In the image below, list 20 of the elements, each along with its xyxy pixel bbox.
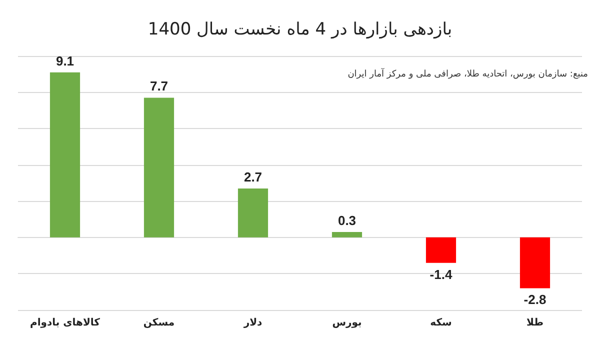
data-label: 9.1: [56, 53, 74, 68]
data-label: -1.4: [430, 266, 453, 282]
chart-title: بازدهی بازارها در 4 ماه نخست سال 1400: [148, 20, 452, 40]
x-tick-label: کالاهای بادوام: [30, 318, 100, 328]
data-label: 0.3: [338, 212, 356, 228]
bar: [144, 98, 174, 238]
data-label: 2.7: [244, 169, 262, 184]
x-tick-label: بورس: [332, 318, 362, 328]
bar: [332, 232, 362, 238]
bar: [50, 72, 80, 238]
annotation: منبع: سازمان بورس، اتحادیه طلا، صرافی ملی و مرکز آمار ایران: [348, 68, 588, 80]
data-label: 7.7: [150, 78, 168, 94]
x-tick-label: طلا: [526, 318, 544, 328]
bar: [238, 188, 268, 238]
bar: [426, 237, 456, 263]
x-tick-label: دلار: [242, 318, 262, 328]
bar: [520, 237, 550, 288]
x-tick-label: مسکن: [143, 318, 175, 328]
x-tick-label: سکه: [430, 318, 452, 328]
data-label: -2.8: [524, 292, 546, 308]
